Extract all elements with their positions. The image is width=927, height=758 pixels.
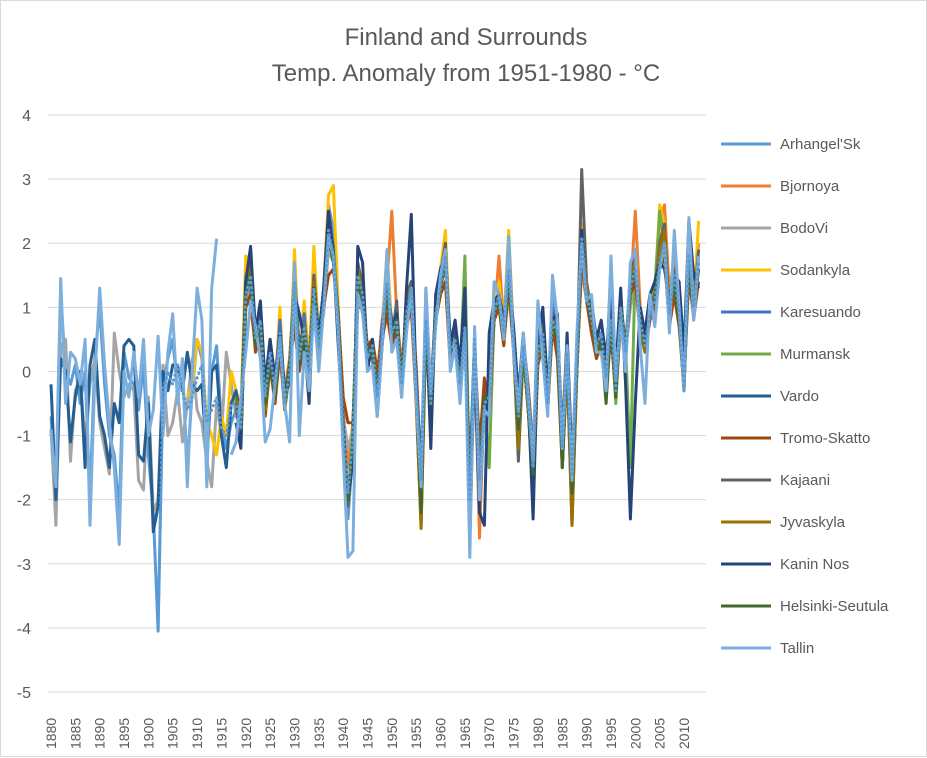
x-tick-label: 1880 [43,718,59,749]
x-tick-label: 1955 [408,718,424,749]
x-tick-label: 1940 [335,718,351,749]
legend-label: Helsinki-Seutula [780,598,889,615]
x-tick-label: 1925 [262,718,278,749]
y-tick-label: -5 [17,685,31,702]
x-tick-label: 1985 [554,718,570,749]
x-tick-label: 1905 [165,718,181,749]
x-tick-label: 2000 [627,718,643,749]
x-axis-ticks: 1880 1885 1890 1895 1900 1905 1910 1915 1920 1925… [43,718,692,749]
x-tick-label: 2010 [676,718,692,749]
legend-entry: Sodankyla [721,262,851,279]
y-tick-label: -1 [17,429,31,446]
legend-entry: Murmansk [721,346,851,363]
chart-title-line-2: Temp. Anomaly from 1951-1980 - °C [272,60,660,87]
legend-label: Tromo-Skatto [780,430,870,447]
x-tick-label: 1970 [481,718,497,749]
y-tick-label: -3 [17,557,31,574]
y-axis-ticks: 4 3 2 1 0 -1 -2 -3 -4 -5 [17,108,31,702]
legend-label: Bjornoya [780,178,840,195]
legend-entry: Kajaani [721,472,830,489]
x-tick-label: 1895 [116,718,132,749]
legend-entry: Helsinki-Seutula [721,598,889,615]
x-tick-label: 1995 [603,718,619,749]
legend-entry: Karesuando [721,304,861,321]
y-tick-label: -4 [17,621,31,638]
y-tick-label: 4 [22,108,31,125]
x-tick-label: 2005 [652,718,668,749]
legend-entry: Vardo [721,388,819,405]
x-tick-label: 1885 [67,718,83,749]
x-tick-label: 1920 [238,718,254,749]
legend-entry: Tromo-Skatto [721,430,870,447]
y-tick-label: 0 [22,364,31,381]
x-tick-label: 1945 [360,718,376,749]
x-tick-label: 1910 [189,718,205,749]
legend-entry: Tallin [721,640,814,657]
legend-entry: Bjornoya [721,178,840,195]
y-tick-label: 2 [22,236,31,253]
x-tick-label: 1990 [579,718,595,749]
legend-entry: Jyvaskyla [721,514,846,531]
legend-label: Vardo [780,388,819,405]
legend-label: Arhangel'Sk [780,136,861,153]
chart-title-line-1: Finland and Surrounds [345,24,588,51]
y-tick-label: 3 [22,172,31,189]
x-tick-label: 1930 [286,718,302,749]
series-line-tallin [49,238,219,546]
series-line-dotted-series [156,228,701,630]
x-tick-label: 1900 [140,718,156,749]
x-tick-label: 1950 [384,718,400,749]
legend-label: Jyvaskyla [780,514,846,531]
series-lines [49,168,701,633]
legend-entry: Kanin Nos [721,556,849,573]
x-tick-label: 1980 [530,718,546,749]
x-tick-label: 1965 [457,718,473,749]
legend-label: Kajaani [780,472,830,489]
legend-label: Tallin [780,640,814,657]
legend-entry: BodoVi [721,220,828,237]
legend-label: BodoVi [780,220,828,237]
legend-label: Murmansk [780,346,851,363]
legend-label: Kanin Nos [780,556,849,573]
x-tick-label: 1935 [311,718,327,749]
legend: Arhangel'Sk Bjornoya BodoVi Sodankyla Karesu… [721,136,889,657]
legend-label: Karesuando [780,304,861,321]
legend-entry: Arhangel'Sk [721,136,861,153]
x-tick-label: 1975 [506,718,522,749]
legend-label: Sodankyla [780,262,851,279]
x-tick-label: 1890 [92,718,108,749]
y-tick-label: 1 [22,300,31,317]
x-tick-label: 1915 [213,718,229,749]
x-tick-label: 1960 [433,718,449,749]
y-tick-label: -2 [17,493,31,510]
